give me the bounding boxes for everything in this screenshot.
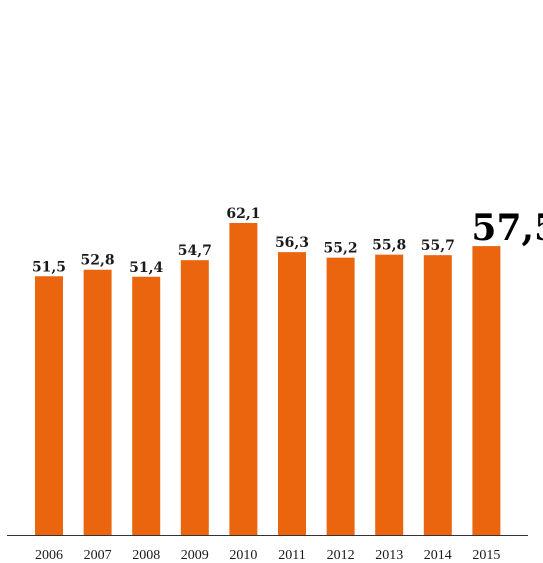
value-label-2009: 54,7 — [178, 243, 212, 259]
bar-2008 — [132, 276, 161, 535]
x-tick-label-2015: 2015 — [472, 548, 500, 563]
value-label-2013: 55,8 — [372, 238, 406, 254]
x-tick-label-2014: 2014 — [424, 548, 452, 563]
bar-2014 — [423, 255, 452, 535]
value-label-2015: 57,5 — [471, 207, 543, 249]
value-label-2010: 62,1 — [226, 206, 260, 222]
x-tick-label-2008: 2008 — [132, 548, 160, 563]
x-tick-label-2011: 2011 — [278, 548, 305, 563]
x-tick-labels-group: 2006 2007 2008 2009 2010 2011 2012 2013 2014 2015 — [35, 548, 500, 563]
value-label-2014: 55,7 — [421, 238, 455, 254]
x-tick-label-2010: 2010 — [229, 548, 257, 563]
x-tick-label-2006: 2006 — [35, 548, 63, 563]
bar-2015 — [472, 246, 501, 535]
bar-2010 — [229, 223, 258, 535]
value-label-2007: 52,8 — [81, 253, 115, 269]
value-label-2012: 55,2 — [324, 241, 358, 257]
x-tick-label-2013: 2013 — [375, 548, 403, 563]
value-label-2006: 51,5 — [32, 259, 66, 275]
value-label-2011: 56,3 — [275, 235, 309, 251]
bar-2007 — [83, 269, 112, 535]
x-tick-label-2007: 2007 — [84, 548, 112, 563]
bar-2013 — [375, 254, 404, 536]
value-label-2008: 51,4 — [129, 260, 163, 276]
x-tick-label-2012: 2012 — [327, 548, 355, 563]
x-tick-label-2009: 2009 — [181, 548, 209, 563]
bar-2006 — [35, 276, 63, 535]
bars-group — [35, 223, 501, 536]
bar-2009 — [180, 260, 209, 535]
bar-2012 — [326, 257, 355, 535]
bar-2011 — [278, 252, 306, 536]
value-labels-group: 51,5 52,8 51,4 54,7 62,1 56,3 55,2 55,8 55,7 57,5 — [32, 206, 543, 276]
